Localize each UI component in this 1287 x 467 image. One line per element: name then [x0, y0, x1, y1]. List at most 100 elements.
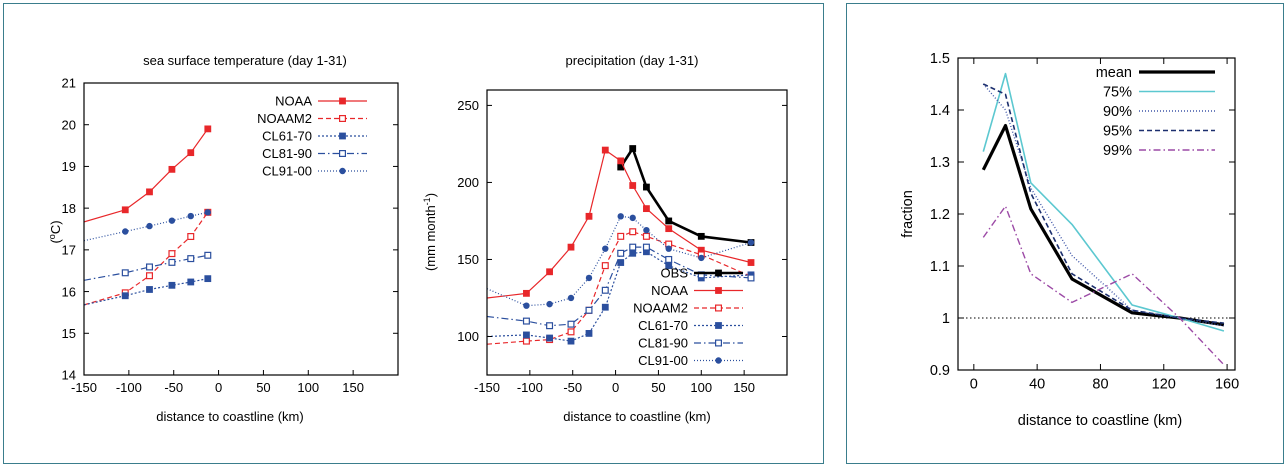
data-point-cl91-00	[698, 254, 705, 262]
data-point-cl91-00	[665, 245, 672, 252]
y-tick-label: 1.2	[930, 207, 950, 223]
legend: NOAA NOAAM2 CL61-70 CL81-90 CL91-00	[257, 94, 367, 179]
left-figure-panel	[3, 3, 824, 464]
data-point-cl61-70	[601, 303, 609, 311]
x-tick-label: -50	[563, 380, 582, 395]
data-point-noaa	[146, 188, 153, 196]
data-point-cl81-90	[546, 322, 554, 330]
data-point-noaam2	[145, 272, 153, 280]
y-tick-label: 1.4	[930, 103, 950, 119]
data-point-noaam2	[642, 232, 650, 240]
precipitation-chart: precipitation (day 1-31) distance to coa…	[422, 53, 788, 424]
data-point-cl91-00	[187, 212, 194, 220]
series-line-obs	[619, 147, 752, 244]
x-tick-label: 160	[1215, 377, 1239, 393]
plot-area	[487, 145, 755, 345]
data-point-obs	[629, 145, 637, 152]
data-point-cl61-70	[643, 248, 650, 256]
y-tick-label: 19	[62, 159, 76, 174]
y-tick-label: 20	[62, 117, 76, 132]
data-point-cl61-70	[567, 337, 575, 345]
series-line-99-	[982, 205, 1225, 366]
precip-chart-title: precipitation (day 1-31)	[566, 53, 699, 68]
data-point-cl61-70	[546, 334, 553, 342]
precip-y-axis-label: (mm month-1)	[422, 193, 438, 271]
sst-y-axis-label: (oC)	[47, 220, 63, 243]
data-point-obs	[643, 183, 650, 191]
sst-y-axis-label-sup: o	[47, 234, 57, 239]
precip-x-axis-label: distance to coastline (km)	[563, 409, 710, 424]
legend-label: mean	[1096, 65, 1132, 81]
y-tick-label: 150	[457, 252, 479, 267]
data-point-noaa	[204, 125, 212, 133]
data-point-cl81-90	[585, 306, 593, 314]
data-point-noaa	[665, 225, 673, 233]
y-tick-label: 15	[62, 326, 76, 341]
legend-marker	[715, 269, 722, 277]
data-point-noaa	[617, 157, 625, 165]
x-tick-label: 100	[690, 380, 712, 395]
data-point-cl61-70	[168, 281, 176, 289]
data-point-cl81-90	[187, 255, 195, 263]
y-tick-label: 17	[62, 243, 76, 258]
legend-label: CL91-00	[638, 353, 688, 368]
data-point-obs	[697, 232, 705, 240]
legend-marker	[714, 339, 722, 347]
data-point-cl61-70	[187, 278, 195, 286]
series-line-noaam2	[487, 231, 752, 345]
data-point-cl91-00	[643, 226, 650, 234]
data-point-cl91-00	[602, 245, 609, 252]
plot-area	[84, 125, 212, 306]
data-point-cl61-70	[665, 262, 673, 270]
fraction-x-axis-label: distance to coastline (km)	[1018, 413, 1182, 429]
x-tick-label: 0	[215, 380, 222, 395]
data-point-noaa	[546, 268, 553, 276]
plot-frame	[486, 89, 788, 376]
data-point-cl81-90	[204, 251, 212, 259]
y-tick-label: 0.9	[930, 363, 950, 379]
data-point-obs	[665, 217, 673, 225]
legend-label: CL61-70	[262, 129, 312, 144]
legend: mean 75% 90% 95% 99%	[1096, 65, 1215, 159]
legend-label: CL81-90	[638, 336, 688, 351]
data-point-cl91-00	[567, 294, 575, 302]
x-tick-label: 0	[970, 377, 978, 393]
sst-x-axis-label: distance to coastline (km)	[156, 409, 303, 424]
data-point-cl61-70	[523, 331, 530, 339]
series-line-cl91-00	[487, 215, 752, 307]
x-tick-label: -50	[164, 380, 183, 395]
x-tick-label: -150	[474, 380, 500, 395]
sst-chart: sea surface temperature (day 1-31) dista…	[47, 53, 399, 424]
x-tick-label: 120	[1152, 377, 1176, 393]
data-point-cl81-90	[642, 243, 650, 251]
data-point-cl81-90	[747, 274, 755, 282]
data-point-cl61-70	[617, 259, 625, 266]
x-tick-label: 50	[651, 380, 665, 395]
legend-label: OBS	[661, 266, 689, 281]
data-point-noaa	[187, 149, 195, 157]
plot-area	[981, 72, 1225, 366]
x-tick-label: -100	[116, 380, 142, 395]
data-point-cl91-00	[747, 239, 755, 246]
data-point-noaa	[121, 206, 129, 214]
data-point-noaa	[629, 182, 637, 189]
data-point-cl91-00	[168, 217, 176, 224]
legend-label: 90%	[1103, 104, 1132, 120]
data-point-noaam2	[567, 328, 575, 336]
fraction-chart: distance to coastline (km) fraction 0 40 8…	[900, 51, 1239, 429]
y-tick-label: 21	[62, 76, 76, 91]
data-point-cl91-00	[617, 213, 624, 220]
precip-y-axis-label-sup: -1	[422, 197, 432, 205]
legend: OBS NOAA NOAAM2 CL61-70 CL81-90 CL91-00	[633, 266, 743, 368]
y-tick-label: 1.1	[930, 259, 950, 275]
data-point-cl91-00	[146, 222, 153, 230]
data-point-noaa	[585, 212, 593, 220]
data-point-cl91-00	[204, 209, 212, 216]
legend-marker	[339, 167, 346, 175]
data-point-cl61-70	[204, 275, 212, 283]
y-tick-label: 200	[457, 175, 479, 190]
legend-label: 99%	[1103, 143, 1132, 159]
x-tick-label: -150	[71, 380, 97, 395]
data-point-noaa	[643, 205, 650, 213]
data-point-noaa	[747, 259, 755, 266]
